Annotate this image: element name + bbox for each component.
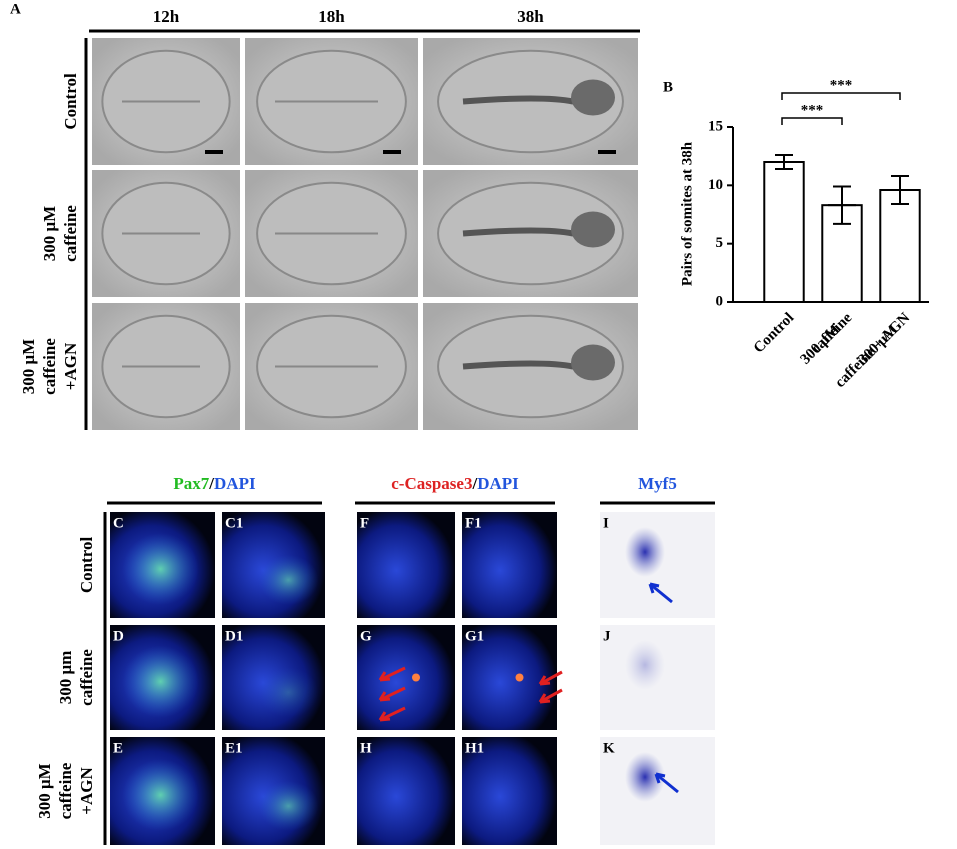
fluorescence-image [357, 625, 455, 730]
myf5-signal [625, 527, 665, 577]
scale-bar [383, 150, 401, 154]
panel-label: G [360, 628, 372, 644]
y-tick-label: 5 [716, 235, 724, 251]
embryo-axis [462, 360, 574, 370]
row-label: Control [77, 537, 96, 594]
embryo-outline [437, 181, 624, 286]
row-label: +AGN [77, 767, 96, 815]
header-part: Pax7 [173, 474, 209, 493]
y-tick-label: 0 [716, 293, 724, 309]
bar [879, 189, 921, 303]
embryo-head [571, 211, 615, 248]
row-label: +AGN [61, 342, 80, 390]
header-part: DAPI [214, 474, 256, 493]
row-label: caffeine [77, 649, 96, 706]
significance-bracket [781, 117, 843, 125]
y-axis-label: Pairs of somites at 38h [679, 141, 695, 286]
y-tick-label: 10 [708, 177, 723, 193]
fluorescence-image [462, 625, 557, 730]
panel-label: D [113, 628, 124, 644]
panel-label: G1 [465, 628, 484, 644]
row-label: 300 μM [35, 763, 54, 818]
fluorescence-image [462, 737, 557, 845]
column-header: Myf5 [638, 474, 677, 493]
significance-bracket [781, 92, 901, 100]
panel-label: F1 [465, 515, 482, 531]
error-bar [886, 175, 914, 205]
panel-label: E [113, 740, 123, 756]
column-header: c-Caspase3/DAPI [391, 474, 519, 493]
caspase-signal [515, 673, 524, 682]
bar [763, 161, 805, 303]
row-label: 300 μM [40, 206, 59, 261]
embryo-axis [462, 95, 574, 105]
panel-label: K [603, 740, 615, 756]
panel-label: C [113, 515, 124, 531]
pax7-signal [122, 645, 199, 718]
significance-label: *** [801, 102, 824, 118]
x-tick-label: caffeine [809, 310, 856, 357]
scale-bar [598, 150, 616, 154]
row-label: 300 μM [19, 339, 38, 394]
panel-label: E1 [225, 740, 243, 756]
column-header: Pax7/DAPI [173, 474, 256, 493]
error-bar [828, 185, 856, 225]
panel-label: C1 [225, 515, 243, 531]
fluorescence-image [462, 512, 557, 618]
header-part: / [208, 474, 214, 493]
panel-label: J [603, 628, 611, 644]
column-header: 12h [153, 7, 180, 26]
error-bar [770, 154, 798, 170]
embryo-axis [462, 227, 574, 237]
embryo-head [571, 344, 615, 381]
panel-label: H [360, 740, 372, 756]
embryo-outline [437, 49, 624, 154]
significance-label: *** [830, 77, 853, 93]
embryo-head [571, 79, 615, 116]
y-tick-label: 15 [708, 118, 723, 134]
header-part: Myf5 [638, 474, 677, 493]
fluorescence-image [357, 737, 455, 845]
pax7-signal [258, 667, 319, 718]
row-label: caffeine [56, 762, 75, 819]
header-part: c-Caspase3 [391, 474, 472, 493]
panel-label: H1 [465, 740, 484, 756]
fluorescence-image [357, 512, 455, 618]
embryo-outline [437, 314, 624, 419]
panel-label: A [10, 1, 21, 17]
pax7-signal [258, 781, 319, 831]
pax7-signal [258, 555, 319, 605]
pax7-signal [122, 533, 199, 605]
row-label: caffeine [61, 205, 80, 262]
column-header: 38h [517, 7, 544, 26]
caspase-signal [412, 673, 420, 682]
panel-label: I [603, 515, 609, 531]
row-label: Control [61, 73, 80, 130]
row-label: caffeine [40, 338, 59, 395]
myf5-signal [625, 752, 665, 802]
pax7-signal [122, 759, 199, 831]
x-tick-label: Control [751, 310, 797, 356]
myf5-signal [625, 640, 665, 690]
panel-label: B [663, 79, 673, 95]
column-header: 18h [318, 7, 345, 26]
header-part: / [471, 474, 477, 493]
panel-label: F [360, 515, 369, 531]
panel-label: D1 [225, 628, 243, 644]
scale-bar [205, 150, 223, 154]
header-part: DAPI [477, 474, 519, 493]
row-label: 300 μm [56, 651, 75, 705]
arrows [378, 582, 679, 794]
